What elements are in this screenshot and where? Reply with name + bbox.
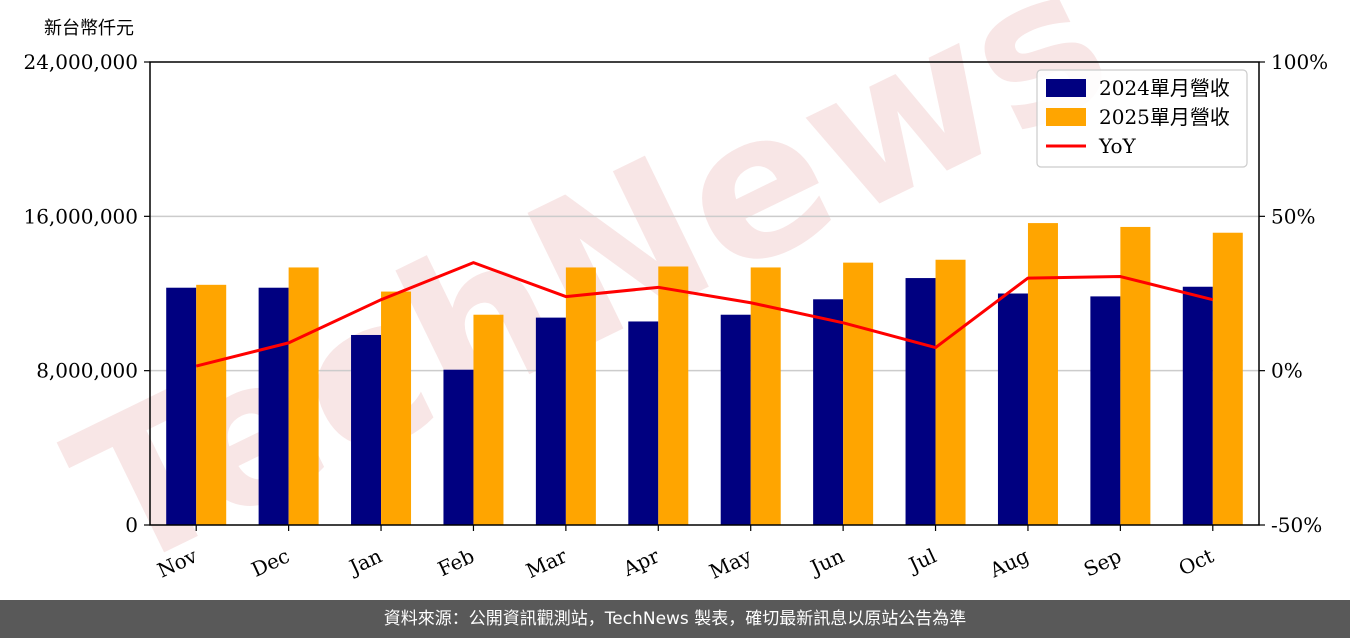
x-tick-label: Oct <box>1175 544 1217 581</box>
legend-box <box>1036 69 1248 168</box>
bar-2025 <box>658 266 689 525</box>
x-tick-label: Jan <box>344 544 386 581</box>
bar-2024 <box>997 293 1028 525</box>
chart-area: TechNews 08,000,00016,000,00024,000,000-… <box>23 0 1328 600</box>
bar-2024 <box>1182 286 1213 525</box>
bar-2024 <box>351 334 382 525</box>
bar-2025 <box>381 291 412 525</box>
yoy-line <box>195 261 1214 368</box>
bar-2024 <box>628 321 659 525</box>
y-left-tick-label: 16,000,000 <box>23 204 138 228</box>
bar-2024 <box>443 369 474 525</box>
bar-2025 <box>565 267 596 525</box>
y-left-tick-label: 0 <box>125 513 138 537</box>
x-tick-label: Jul <box>903 544 940 578</box>
y-right-tick-label: 50% <box>1271 204 1315 228</box>
bar-2025 <box>473 314 504 525</box>
x-tick-label: Mar <box>522 543 571 583</box>
bar-2025 <box>935 259 966 525</box>
yoy-line-layer <box>195 261 1214 368</box>
bar-2024 <box>166 287 197 525</box>
x-tick-label: Jun <box>805 544 848 581</box>
bar-2024 <box>720 314 751 525</box>
y-right-tick-label: 100% <box>1271 50 1328 74</box>
bar-2025 <box>1120 226 1151 525</box>
x-tick-label: Apr <box>618 543 663 581</box>
legend-item-yoy-label: YoY <box>1098 134 1137 158</box>
x-tick-label: Feb <box>434 544 478 582</box>
x-tick-label: Aug <box>985 543 1033 582</box>
bar-2025 <box>196 284 227 525</box>
legend-item-2024-label: 2024單月營收 <box>1099 76 1230 100</box>
bars <box>166 223 1243 525</box>
bar-2025 <box>1027 223 1058 525</box>
bar-2024 <box>535 317 566 525</box>
legend-item-2025-label: 2025單月營收 <box>1099 105 1230 129</box>
y-left-tick-label: 24,000,000 <box>23 50 138 74</box>
x-tick-label: May <box>705 543 755 584</box>
plot-frame <box>149 61 1260 526</box>
bar-2024 <box>1090 296 1121 525</box>
y-right-tick-label: 0% <box>1271 359 1303 383</box>
bar-2025 <box>288 267 319 525</box>
bar-2024 <box>258 287 289 525</box>
bar-2025 <box>843 262 874 525</box>
legend-item-2025-swatch <box>1046 108 1086 126</box>
bar-2025 <box>750 267 781 525</box>
gridlines <box>150 215 1259 372</box>
bar-2024 <box>905 278 936 525</box>
x-tick-label: Sep <box>1080 544 1125 582</box>
y-axis-unit-label: 新台幣仟元 <box>44 18 134 39</box>
y-right-tick-label: -50% <box>1271 513 1322 537</box>
legend-item-2024-swatch <box>1046 79 1086 97</box>
source-footer: 資料來源：公開資訊觀測站，TechNews 製表，確切最新訊息以原站公告為準 <box>0 600 1350 638</box>
y-left-tick-label: 8,000,000 <box>36 359 138 383</box>
bar-2024 <box>813 299 844 525</box>
bar-2025 <box>1212 232 1243 525</box>
legend: 2024單月營收 2025單月營收 YoY <box>1036 69 1248 168</box>
